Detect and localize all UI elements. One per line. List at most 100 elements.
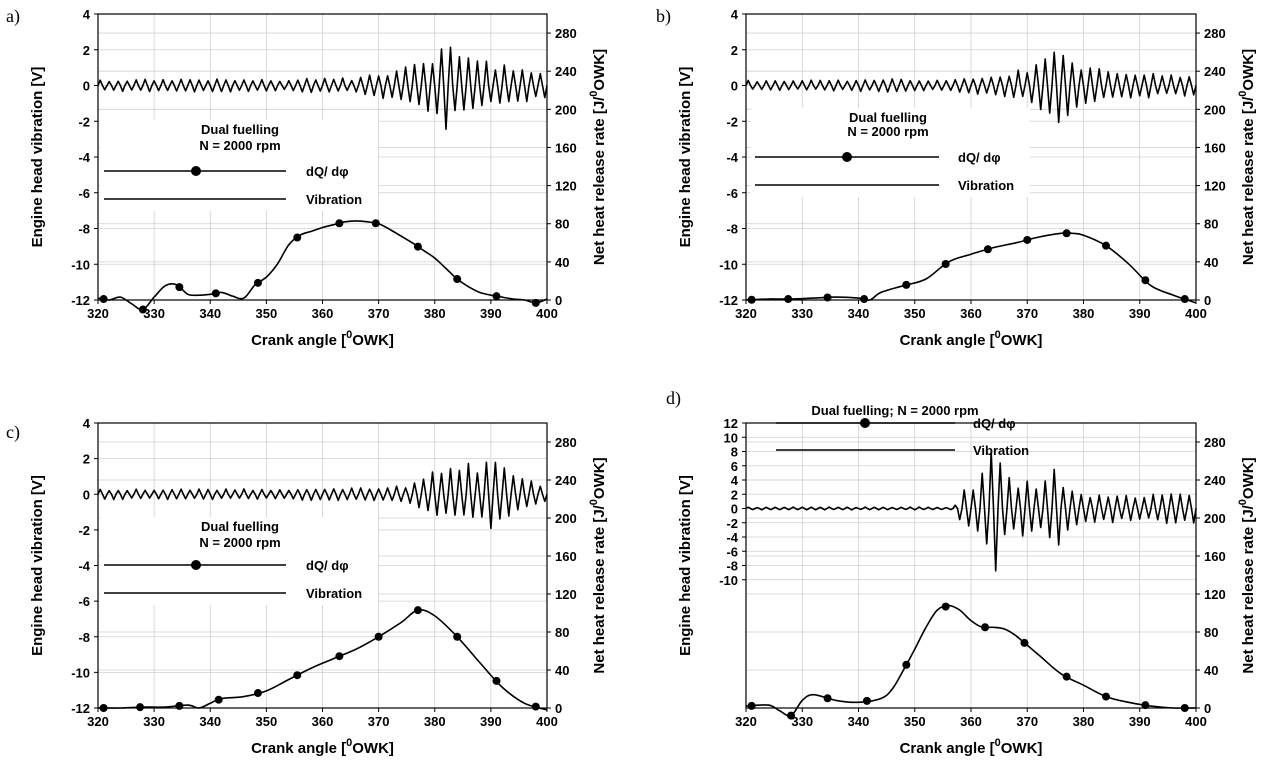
- y2-tick-label: 0: [1204, 293, 1211, 308]
- y-tick-label: 6: [731, 459, 738, 474]
- y-tick-label: -12: [71, 293, 90, 308]
- x-tick-label: 330: [143, 714, 165, 729]
- y-tick-label: 2: [83, 452, 90, 467]
- y2-tick-label: 160: [1204, 549, 1226, 564]
- heat-release-marker: [99, 704, 108, 712]
- x-tick-label: 350: [904, 714, 926, 729]
- heat-release-marker: [941, 602, 950, 611]
- heat-release-marker: [983, 245, 992, 254]
- y-tick-label: -6: [726, 544, 738, 559]
- chart-panel-2: b)320 330 340 350 360 370 380 390 400-12-10-8-6-…: [656, 6, 1257, 349]
- heat-release-marker: [747, 701, 756, 710]
- y-tick-label: -2: [726, 114, 738, 129]
- x-tick-label: 330: [791, 714, 813, 729]
- y-axis-label: Engine head vibration [V]: [677, 67, 694, 248]
- y2-tick-label: 0: [555, 701, 562, 716]
- x-tick-label: 340: [199, 306, 221, 321]
- chart-panel-3: c)320 330 340 350 360 370 380 390 400-12-10-8-6-…: [6, 416, 608, 757]
- y-tick-label: -8: [78, 630, 90, 645]
- heat-release-marker: [862, 696, 871, 705]
- y2-axis-label-sup: 0: [588, 499, 600, 505]
- y2-axis-label: Net heat release rate [J/0OWK]: [588, 457, 608, 673]
- x-axis-label: Crank angle [0OWK]: [900, 329, 1043, 349]
- heat-release-marker: [374, 632, 383, 641]
- x-tick-label: 360: [312, 306, 334, 321]
- x-tick-label: 390: [1129, 306, 1151, 321]
- y-tick-label: 8: [731, 445, 738, 460]
- y2-tick-label: 160: [555, 549, 577, 564]
- y-tick-label: 4: [731, 7, 739, 22]
- x-tick-label: 350: [256, 714, 278, 729]
- legend-label-vibration: Vibration: [958, 178, 1014, 193]
- heat-release-marker: [1102, 241, 1110, 250]
- heat-release-marker: [531, 702, 540, 711]
- x-tick-label: 380: [1073, 306, 1095, 321]
- y-tick-label: 4: [83, 7, 91, 22]
- legend-title: N = 2000 rpm: [847, 124, 928, 139]
- x-axis-label-sup: 0: [346, 737, 352, 749]
- heat-release-marker: [293, 233, 302, 242]
- y-tick-label: -10: [71, 665, 90, 680]
- y2-axis-label-text: Net heat release rate [J/: [591, 96, 608, 265]
- y2-tick-label: 120: [555, 587, 577, 602]
- y-tick-label: -12: [71, 701, 90, 716]
- y2-axis-label-sup: 0: [1237, 91, 1249, 97]
- y2-tick-label: 120: [555, 179, 577, 194]
- panel-letter: c): [6, 422, 20, 443]
- y-axis-label: Engine head vibration [V]: [29, 475, 46, 656]
- y2-tick-label: 120: [1204, 587, 1226, 602]
- legend-background: [100, 517, 378, 605]
- y2-axis-label-text: Net heat release rate [J/: [1240, 96, 1257, 265]
- y2-tick-label: 80: [555, 217, 569, 232]
- x-tick-label: 360: [960, 306, 982, 321]
- y2-tick-label: 200: [1204, 102, 1226, 117]
- y2-axis-label-unit: OWK]: [591, 457, 608, 499]
- y2-tick-label: 280: [555, 26, 577, 41]
- legend-title: Dual fuelling: [201, 122, 279, 137]
- heat-release-marker: [860, 295, 869, 304]
- x-tick-label: 370: [368, 714, 390, 729]
- y2-axis-label-sup: 0: [588, 91, 600, 97]
- vibration-line: [97, 461, 548, 530]
- y-tick-label: -8: [726, 222, 738, 237]
- x-axis-label-sup: 0: [995, 737, 1001, 749]
- y-tick-label: -10: [719, 257, 738, 272]
- panel-letter: a): [6, 6, 20, 27]
- y2-tick-label: 160: [1204, 140, 1226, 155]
- panel-letter: b): [656, 6, 671, 27]
- x-tick-label: 390: [480, 306, 502, 321]
- legend-label-vibration: Vibration: [306, 586, 362, 601]
- vibration-line: [97, 46, 548, 130]
- y2-tick-label: 200: [555, 102, 577, 117]
- y-tick-label: -10: [719, 573, 738, 588]
- y2-tick-label: 280: [1204, 26, 1226, 41]
- heat-release-marker: [1141, 701, 1150, 710]
- x-tick-label: 400: [536, 714, 558, 729]
- x-tick-label: 390: [480, 714, 502, 729]
- y-tick-label: -6: [78, 186, 90, 201]
- y2-tick-label: 80: [1204, 217, 1218, 232]
- y-tick-label: -2: [78, 114, 90, 129]
- y2-tick-label: 40: [1204, 663, 1218, 678]
- y-tick-label: 2: [731, 43, 738, 58]
- x-tick-label: 330: [791, 306, 813, 321]
- chart-panel-1: a)320 330 340 350 360 370 380 390 400-12-10-8-6-…: [6, 6, 608, 349]
- y2-axis-label: Net heat release rate [J/0OWK]: [588, 49, 608, 265]
- y2-axis-label: Net heat release rate [J/0OWK]: [1237, 457, 1257, 673]
- y-tick-label: -12: [719, 293, 738, 308]
- heat-release-marker: [492, 292, 501, 301]
- heat-release-marker: [138, 305, 147, 314]
- heat-release-marker: [335, 219, 344, 228]
- heat-release-marker: [335, 652, 344, 661]
- x-tick-label: 400: [1185, 714, 1207, 729]
- x-axis-label: Crank angle [0OWK]: [251, 329, 394, 349]
- y2-tick-label: 0: [1204, 701, 1211, 716]
- y-axis-label: Engine head vibration [V]: [677, 475, 694, 656]
- y2-axis-label-text: Net heat release rate [J/: [591, 504, 608, 673]
- y2-axis-label-text: Net heat release rate [J/: [1240, 504, 1257, 673]
- x-tick-label: 380: [424, 714, 446, 729]
- heat-release-marker: [981, 623, 990, 632]
- x-axis-label-unit: OWK]: [1001, 332, 1043, 349]
